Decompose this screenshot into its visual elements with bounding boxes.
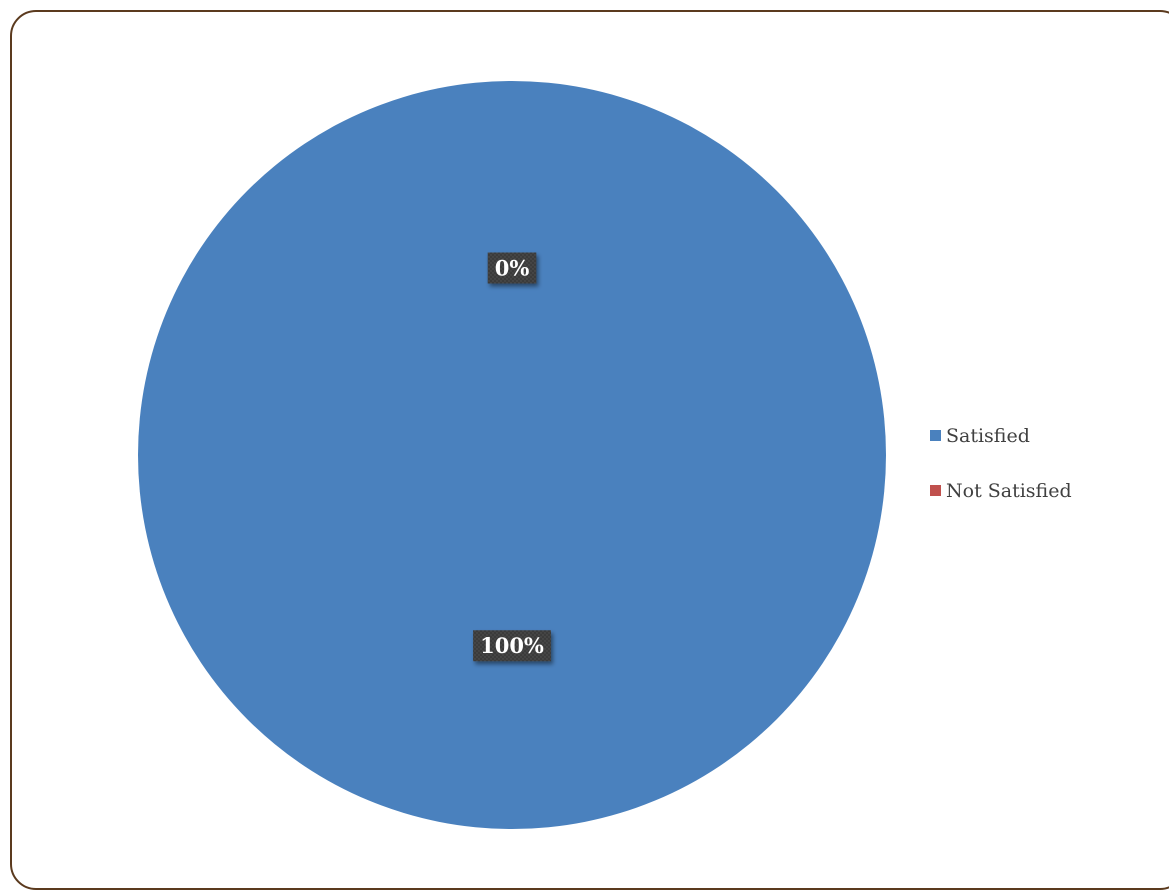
data-label-box-satisfied bbox=[473, 630, 551, 662]
legend-item-not-satisfied: Not Satisfied bbox=[930, 477, 1072, 504]
pie-slice-satisfied bbox=[138, 81, 886, 829]
legend-label-satisfied: Satisfied bbox=[946, 424, 1030, 447]
data-label-text-satisfied: 100% bbox=[480, 633, 544, 658]
data-labels: 100% 0% bbox=[473, 252, 551, 662]
legend: Satisfied Not Satisfied bbox=[930, 422, 1072, 504]
data-label-text-not-satisfied: 0% bbox=[495, 256, 530, 281]
legend-swatch-not-satisfied bbox=[930, 485, 941, 496]
data-label-not-satisfied: 0% bbox=[487, 252, 537, 284]
data-label-box-not-satisfied bbox=[487, 252, 537, 284]
legend-label-not-satisfied: Not Satisfied bbox=[946, 479, 1072, 502]
pie-slices bbox=[138, 81, 886, 829]
data-label-satisfied: 100% bbox=[473, 630, 551, 662]
legend-swatch-satisfied bbox=[930, 430, 941, 441]
legend-item-satisfied: Satisfied bbox=[930, 422, 1072, 449]
